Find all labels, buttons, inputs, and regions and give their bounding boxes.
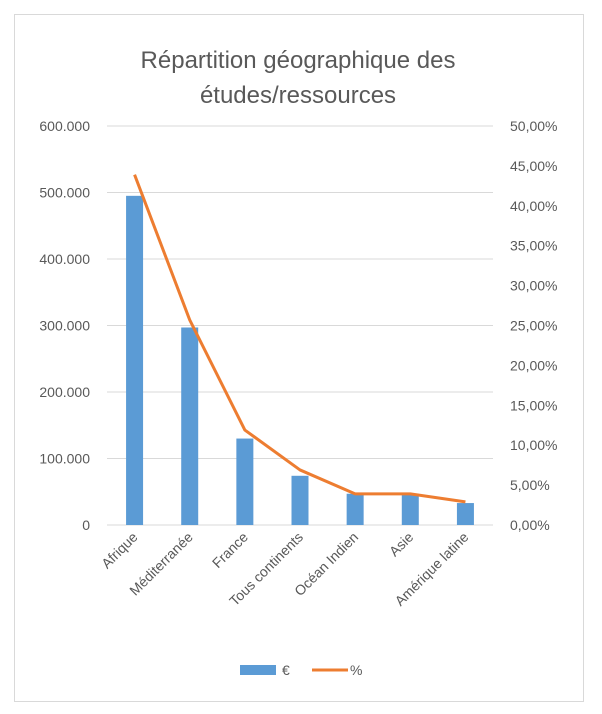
y-right-tick-label: 5,00% (510, 477, 550, 493)
y-right-tick-label: 50,00% (510, 118, 557, 134)
legend-swatch-bar (240, 665, 276, 675)
y-left-tick-label: 100.000 (39, 451, 90, 467)
y-left-tick-label: 500.000 (39, 185, 90, 201)
chart-frame (14, 14, 584, 702)
y-right-tick-label: 20,00% (510, 357, 557, 373)
bar (126, 195, 144, 525)
y-right-tick-label: 40,00% (510, 198, 557, 214)
y-left-tick-label: 400.000 (39, 251, 90, 267)
y-left-tick-label: 300.000 (39, 318, 90, 334)
x-tick-label: Afrique (98, 529, 141, 572)
legend-label-line: % (350, 662, 362, 678)
bar (346, 493, 364, 525)
y-right-tick-label: 35,00% (510, 238, 557, 254)
x-tick-label: France (209, 529, 251, 571)
y-left-tick-label: 200.000 (39, 384, 90, 400)
y-right-tick-label: 30,00% (510, 278, 557, 294)
legend-label-bar: € (282, 662, 290, 678)
y-right-tick-label: 25,00% (510, 318, 557, 334)
bar (181, 327, 199, 525)
bar (236, 438, 254, 525)
legend: € % (240, 662, 362, 678)
bar (456, 503, 474, 525)
y-left-tick-label: 600.000 (39, 118, 90, 134)
bar (401, 493, 419, 525)
chart-title-line-1: Répartition géographique des (141, 47, 456, 74)
y-right-tick-label: 15,00% (510, 397, 557, 413)
chart-title-line-2: études/ressources (200, 82, 396, 109)
y-right-tick-label: 45,00% (510, 158, 557, 174)
x-tick-label: Asie (386, 529, 417, 560)
y-right-tick-label: 10,00% (510, 437, 557, 453)
y-right-tick-label: 0,00% (510, 517, 550, 533)
y-left-tick-label: 0 (82, 517, 90, 533)
bar (291, 475, 309, 525)
